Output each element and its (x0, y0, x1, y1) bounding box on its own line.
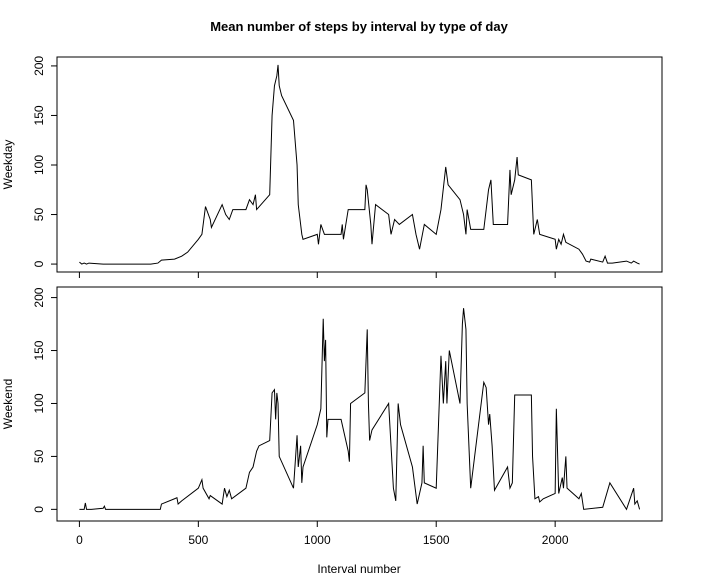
y-tick-label: 200 (32, 287, 46, 307)
y-tick-label: 100 (32, 393, 46, 413)
y-tick-label: 50 (32, 208, 46, 222)
y-tick-label: 0 (32, 506, 46, 513)
x-tick-label: 0 (76, 533, 83, 547)
y-axis-label: Weekend (1, 379, 15, 429)
x-tick-label: 1000 (304, 533, 331, 547)
chart-title: Mean number of steps by interval by type… (210, 19, 508, 34)
x-tick-label: 2000 (542, 533, 569, 547)
x-axis-label: Interval number (317, 562, 400, 576)
y-tick-label: 200 (32, 56, 46, 76)
series-line (79, 64, 640, 265)
y-tick-label: 0 (32, 260, 46, 267)
y-tick-label: 150 (32, 105, 46, 125)
y-tick-label: 50 (32, 449, 46, 463)
plot-frame (56, 56, 663, 273)
plot-frame (56, 286, 663, 522)
series-line (79, 308, 641, 511)
y-axis-label: Weekday (1, 140, 15, 190)
x-tick-label: 500 (188, 533, 208, 547)
x-tick-label: 1500 (423, 533, 450, 547)
y-tick-label: 150 (32, 340, 46, 360)
y-tick-label: 100 (32, 155, 46, 175)
